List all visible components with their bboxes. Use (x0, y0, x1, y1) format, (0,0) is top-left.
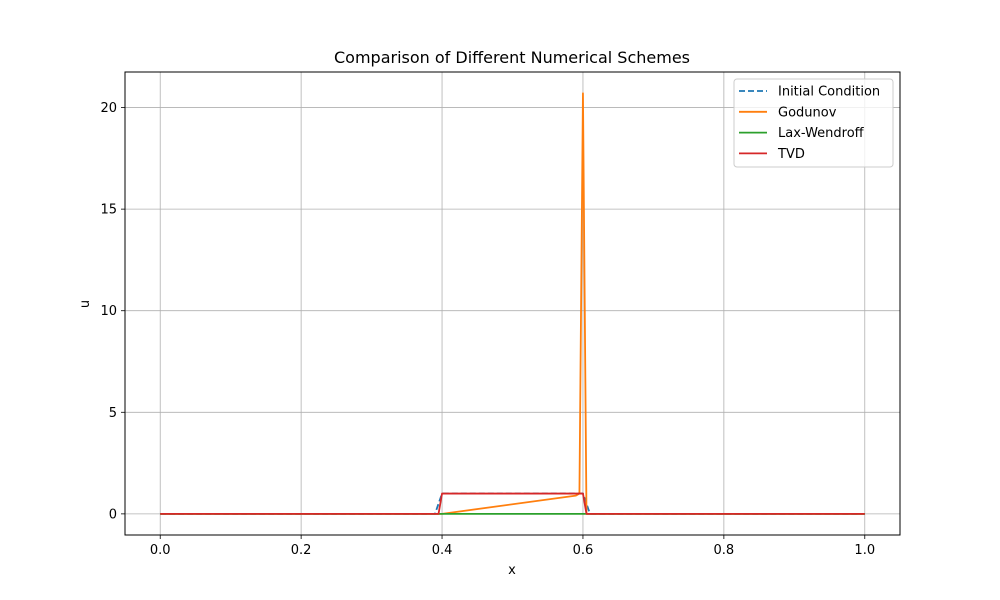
y-axis-label: u (78, 300, 93, 308)
y-tick-label: 15 (100, 203, 117, 218)
x-tick-label: 0.8 (714, 543, 735, 558)
y-tick-label: 0 (109, 507, 117, 522)
chart-title: Comparison of Different Numerical Scheme… (334, 48, 690, 67)
plot-area-frame (124, 71, 901, 536)
x-tick-label: 1.0 (854, 543, 875, 558)
x-tick-label: 0.0 (150, 543, 171, 558)
legend-label: TVD (777, 147, 805, 162)
x-tick-label: 0.6 (573, 543, 594, 558)
legend-label: Godunov (778, 105, 837, 120)
legend-label: Lax-Wendroff (778, 126, 865, 141)
x-axis-label: x (508, 563, 516, 578)
plot-series (160, 92, 865, 515)
series-line-tvd (160, 492, 865, 515)
y-tick-label: 10 (100, 304, 117, 319)
legend-box (733, 78, 894, 168)
legend: Initial Condition Godunov Lax-Wendroff TVD (733, 78, 894, 168)
y-tick-label: 5 (109, 406, 117, 421)
y-tick-label: 20 (100, 101, 117, 116)
axis-ticks: 0.0 0.2 0.4 0.6 0.8 1.0 0 5 10 15 20 (100, 101, 875, 558)
x-tick-label: 0.4 (432, 543, 453, 558)
legend-label: Initial Condition (778, 85, 880, 100)
x-tick-label: 0.2 (291, 543, 312, 558)
